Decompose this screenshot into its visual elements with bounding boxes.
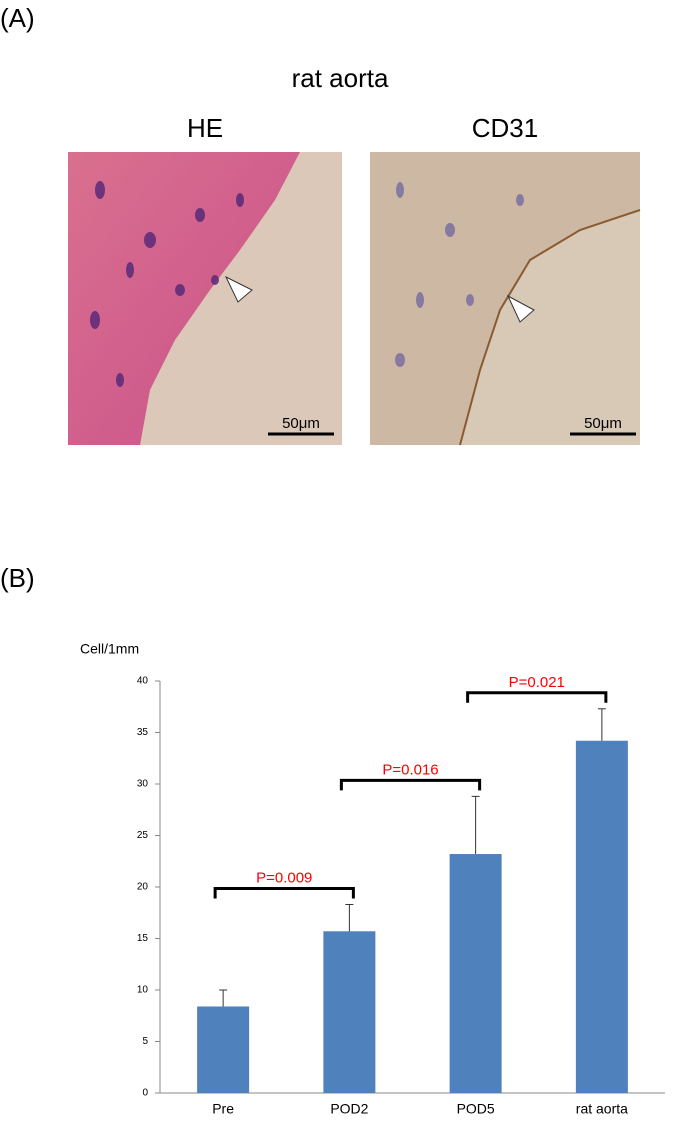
- image-label: CD31: [472, 113, 538, 143]
- y-tick-label: 0: [142, 1088, 148, 1099]
- annotation: P=0.009: [256, 869, 312, 886]
- he-image: 50μm: [68, 152, 342, 445]
- x-tick-label: POD5: [457, 1101, 495, 1117]
- cd31-image: 50μm: [370, 152, 641, 446]
- y-tick-label: 30: [137, 779, 149, 790]
- y-tick-label: 10: [137, 985, 149, 996]
- image-label: HE: [187, 113, 223, 143]
- x-tick-label: Pre: [212, 1101, 234, 1117]
- scale-bar-label: 50μm: [282, 415, 320, 432]
- y-tick-label: 15: [137, 933, 149, 944]
- panel-label: (A): [0, 3, 35, 33]
- significance-bracket: [466, 691, 608, 703]
- x-tick-label: POD2: [330, 1101, 368, 1117]
- x-tick-label: rat aorta: [576, 1101, 628, 1117]
- y-axis-label: Cell/1mm: [80, 641, 139, 657]
- y-tick-label: 5: [142, 1036, 148, 1047]
- significance-bracket: [339, 778, 482, 791]
- scale-bar-label: 50μm: [584, 415, 622, 432]
- annotation: P=0.021: [509, 674, 565, 691]
- y-tick-label: 20: [137, 882, 149, 893]
- significance-bracket: [213, 887, 355, 899]
- panel-label: (B): [0, 563, 35, 593]
- bar: [449, 854, 502, 1093]
- bar: [323, 931, 376, 1093]
- bar: [197, 1006, 250, 1093]
- annotation: P=0.016: [382, 761, 438, 778]
- y-tick-label: 25: [137, 830, 149, 841]
- panel-title: rat aorta: [292, 63, 389, 93]
- y-tick-label: 35: [137, 727, 149, 738]
- y-tick-label: 40: [137, 676, 149, 687]
- bar: [575, 740, 628, 1093]
